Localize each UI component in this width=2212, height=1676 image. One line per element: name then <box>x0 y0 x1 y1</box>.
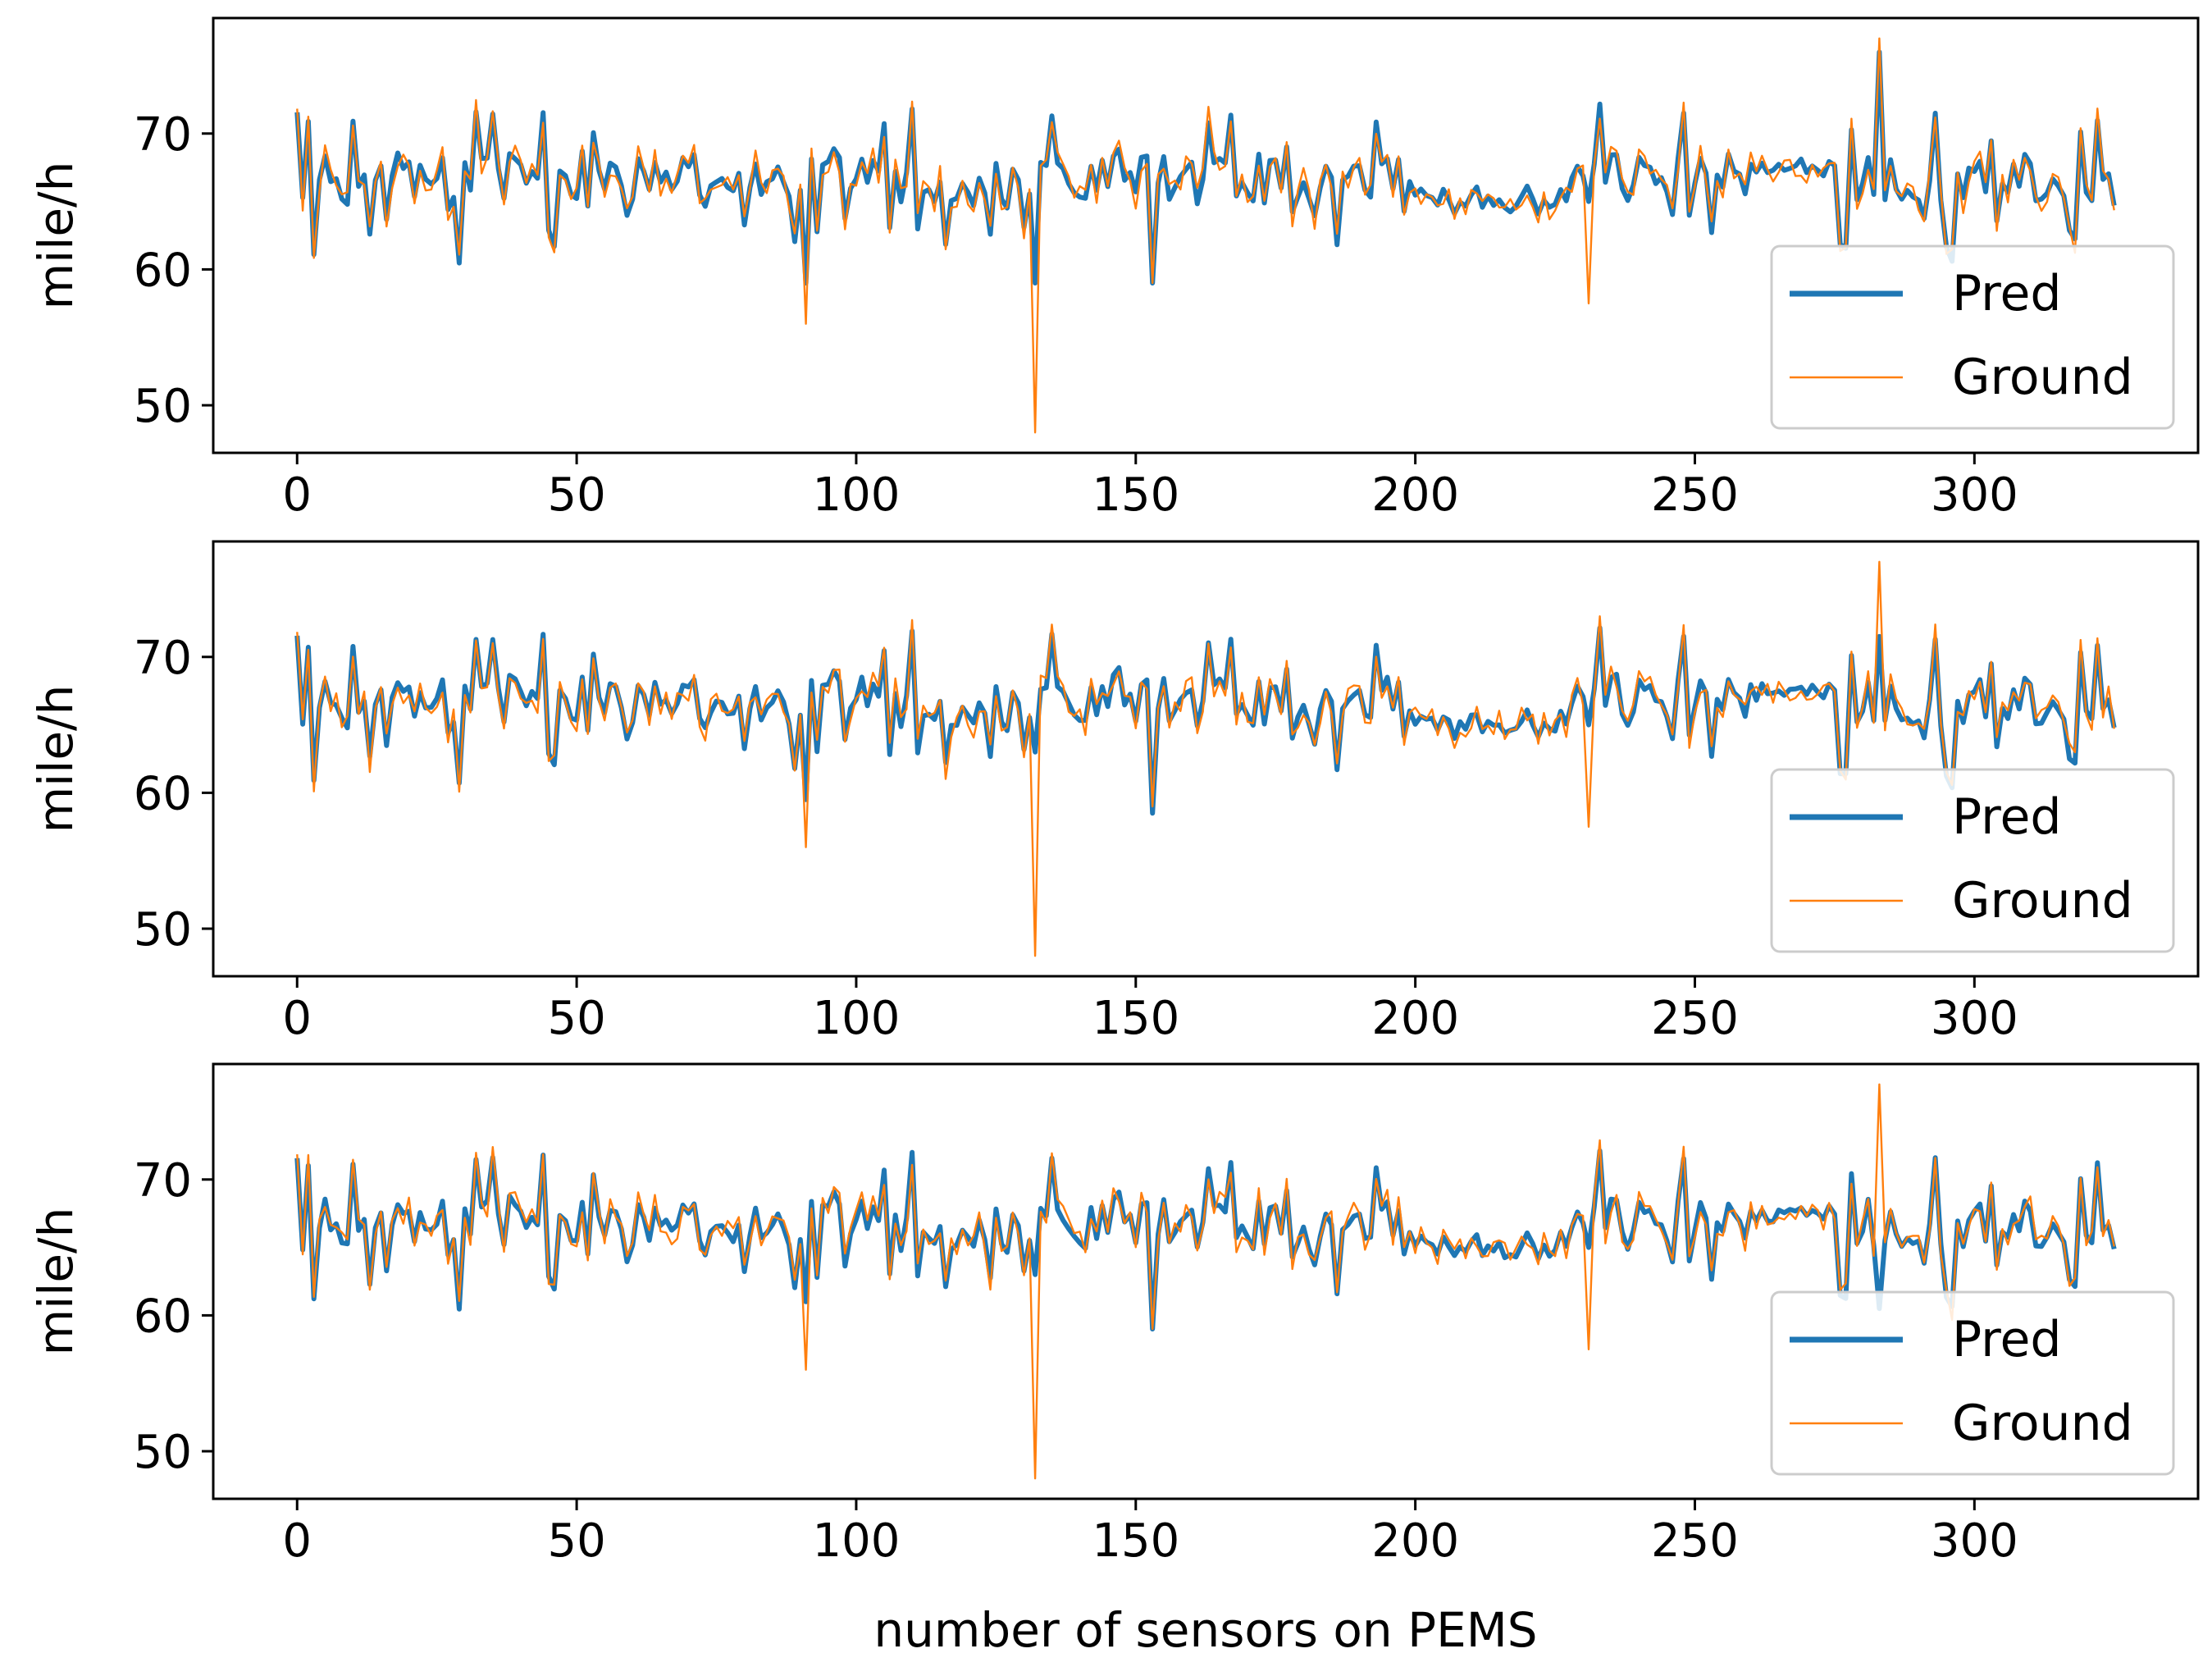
x-tick-label: 50 <box>547 992 605 1045</box>
x-tick-label: 0 <box>282 992 312 1045</box>
legend-label-ground: Ground <box>1952 872 2133 929</box>
y-tick-label: 60 <box>134 1290 192 1343</box>
y-axis-label: mile/h <box>28 685 84 833</box>
x-tick-label: 150 <box>1092 992 1179 1045</box>
y-axis-label: mile/h <box>28 162 84 310</box>
y-tick-label: 60 <box>134 244 192 297</box>
chart-panel-3: 0 50 100 150 200 250 300 50 60 70 mile/h number of … <box>28 1062 2200 1658</box>
legend-label-ground: Ground <box>1952 349 2133 406</box>
chart-panel-1: 0 50 100 150 200 250 300 50 60 70 mile/h Pred Ground <box>28 16 2200 522</box>
chart-panel-2: 0 50 100 150 200 250 300 50 60 70 mile/h Pred Ground <box>28 540 2200 1045</box>
x-axis-label: number of sensors on PEMS <box>873 1602 1537 1658</box>
legend-label-pred: Pred <box>1952 1311 2061 1368</box>
y-tick-label: 50 <box>134 1426 192 1479</box>
plot-frame <box>212 540 2200 978</box>
x-tick-label: 250 <box>1651 1514 1739 1568</box>
plot-frame <box>212 16 2200 454</box>
legend: Pred Ground <box>1770 768 2175 953</box>
x-tick-label: 150 <box>1092 1514 1179 1568</box>
x-tick-label: 100 <box>812 1514 900 1568</box>
x-tick-label: 50 <box>547 1514 605 1568</box>
x-tick-label: 300 <box>1931 992 2018 1045</box>
x-tick-label: 200 <box>1371 992 1459 1045</box>
x-tick-label: 150 <box>1092 468 1179 522</box>
series-line-ground <box>296 37 2115 434</box>
y-tick-label: 50 <box>134 903 192 957</box>
y-tick-label: 70 <box>134 632 192 685</box>
legend-label-pred: Pred <box>1952 265 2061 322</box>
x-tick-label: 0 <box>282 468 312 522</box>
plot-frame <box>212 1062 2200 1500</box>
y-axis-label: mile/h <box>28 1208 84 1356</box>
x-tick-label: 250 <box>1651 992 1739 1045</box>
x-tick-label: 200 <box>1371 1514 1459 1568</box>
x-tick-label: 0 <box>282 1514 312 1568</box>
series-line-ground <box>296 1083 2115 1480</box>
y-tick-label: 60 <box>134 767 192 820</box>
x-tick-label: 100 <box>812 992 900 1045</box>
x-tick-label: 100 <box>812 468 900 522</box>
x-tick-label: 200 <box>1371 468 1459 522</box>
legend-label-pred: Pred <box>1952 788 2061 846</box>
legend: Pred Ground <box>1770 1290 2175 1476</box>
x-tick-label: 300 <box>1931 468 2018 522</box>
x-tick-label: 50 <box>547 468 605 522</box>
x-tick-label: 250 <box>1651 468 1739 522</box>
y-tick-label: 70 <box>134 1154 192 1208</box>
y-tick-label: 70 <box>134 108 192 162</box>
y-tick-label: 50 <box>134 380 192 433</box>
legend-label-ground: Ground <box>1952 1395 2133 1452</box>
legend: Pred Ground <box>1770 244 2175 430</box>
x-tick-label: 300 <box>1931 1514 2018 1568</box>
series-line-ground <box>296 560 2115 957</box>
